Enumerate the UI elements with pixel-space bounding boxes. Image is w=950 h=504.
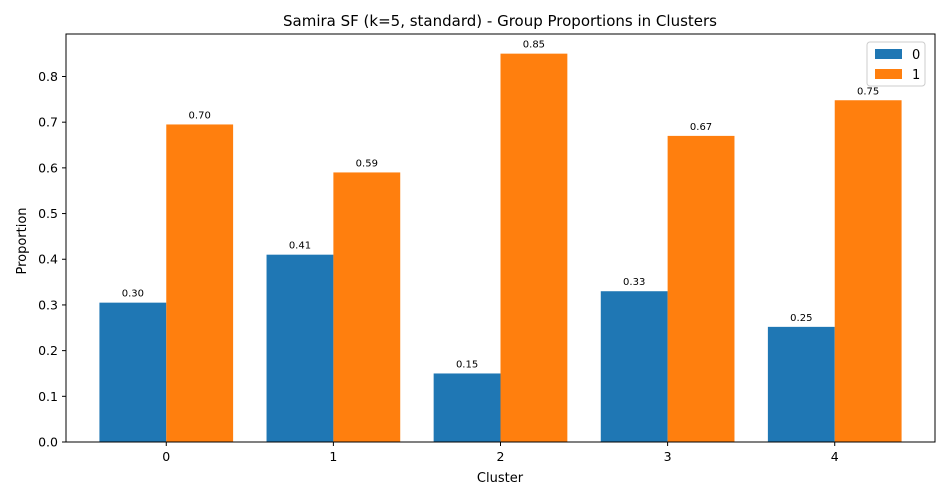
data-label-series1-cluster0: 0.70 <box>189 110 211 121</box>
bar-series1-cluster1 <box>333 172 401 442</box>
bar-series0-cluster2 <box>433 373 501 442</box>
data-label-series1-cluster4: 0.75 <box>857 86 879 97</box>
x-tick-label: 2 <box>497 449 505 464</box>
legend-swatch-0 <box>875 49 902 59</box>
plot-area: 0.300.410.150.330.250.700.590.850.670.75… <box>38 33 936 464</box>
series-1: 0.70 0.59 0.85 0.67 0.75 <box>166 40 902 443</box>
bar-series0-cluster0 <box>99 302 167 442</box>
y-axis-label: Proportion <box>15 207 30 274</box>
bar-series1-cluster3 <box>667 135 735 442</box>
y-tick-label: 0.3 <box>38 297 58 312</box>
bar-series0-cluster3 <box>600 291 668 442</box>
y-tick-label: 0.4 <box>38 252 58 267</box>
bar-series0-cluster4 <box>767 326 835 442</box>
data-label-series0-cluster2: 0.15 <box>456 359 478 370</box>
y-tick-label: 0.8 <box>38 69 58 84</box>
data-label-series0-cluster3: 0.33 <box>623 277 645 288</box>
y-tick-label: 0.6 <box>38 160 58 175</box>
y-tick-label: 0.7 <box>38 115 58 130</box>
data-label-series0-cluster4: 0.25 <box>790 313 812 324</box>
bar-series1-cluster2 <box>500 53 568 443</box>
legend-label-1: 1 <box>912 68 920 83</box>
y-tick-label: 0.0 <box>38 435 58 450</box>
y-tick-label: 0.5 <box>38 206 58 221</box>
bar-series0-cluster1 <box>266 254 334 442</box>
data-label-series0-cluster1: 0.41 <box>289 241 311 252</box>
data-label-series1-cluster2: 0.85 <box>523 40 545 51</box>
y-tick-label: 0.2 <box>38 343 58 358</box>
legend: 01 <box>866 41 926 87</box>
legend-swatch-1 <box>875 69 902 79</box>
x-tick-label: 3 <box>664 449 672 464</box>
data-label-series0-cluster0: 0.30 <box>122 289 144 300</box>
x-tick-label: 0 <box>162 449 170 464</box>
bar-series1-cluster0 <box>166 124 234 443</box>
chart-title: Samira SF (k=5, standard) - Group Propor… <box>283 12 717 30</box>
x-tick-label: 4 <box>831 449 839 464</box>
series-0: 0.30 0.41 0.15 0.33 0.25 <box>99 241 835 442</box>
x-axis-label: Cluster <box>477 471 524 486</box>
y-tick-label: 0.1 <box>38 389 58 404</box>
bar-series1-cluster4 <box>834 100 902 442</box>
legend-label-0: 0 <box>912 48 920 63</box>
data-label-series1-cluster1: 0.59 <box>356 158 378 169</box>
x-tick-label: 1 <box>329 449 337 464</box>
data-label-series1-cluster3: 0.67 <box>690 122 712 133</box>
